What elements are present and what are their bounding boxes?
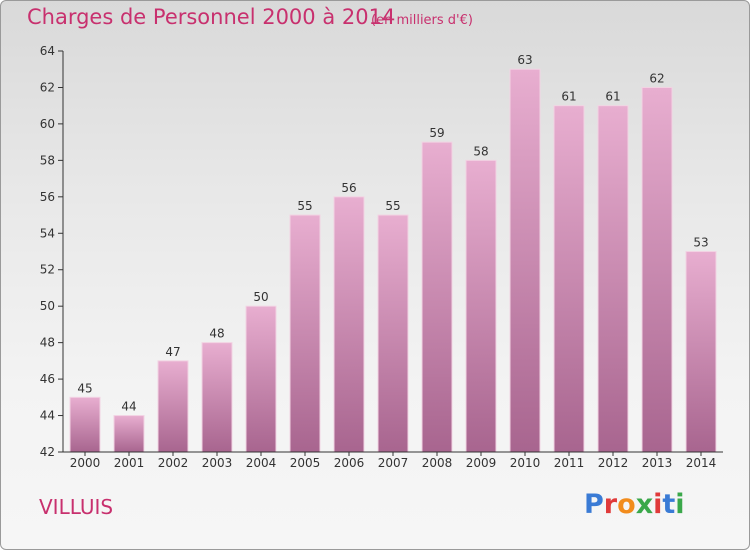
logo-letter: t <box>662 489 676 520</box>
logo-letter: r <box>603 489 618 520</box>
data-label-2002: 47 <box>165 345 180 359</box>
bar-2011[interactable] <box>553 105 585 453</box>
bar-2004[interactable] <box>245 305 277 453</box>
y-tick-label: 60 <box>40 117 55 131</box>
x-tick-label: 2014 <box>686 456 717 470</box>
data-label-2004: 50 <box>253 290 268 304</box>
data-label-2007: 55 <box>385 199 400 213</box>
y-tick-label: 56 <box>40 190 55 204</box>
proxiti-logo[interactable]: Proxiti <box>584 489 685 520</box>
x-tick-label: 2000 <box>70 456 101 470</box>
bar-2013[interactable] <box>641 86 673 453</box>
data-label-2005: 55 <box>297 199 312 213</box>
bar-2001[interactable] <box>113 415 145 453</box>
x-tick-label: 2008 <box>422 456 453 470</box>
data-label-2000: 45 <box>77 381 92 395</box>
bar-2008[interactable] <box>421 141 453 453</box>
data-label-2009: 58 <box>473 144 488 158</box>
data-label-2003: 48 <box>209 327 224 341</box>
y-tick-label: 46 <box>40 372 55 386</box>
x-tick-label: 2003 <box>202 456 233 470</box>
x-tick-label: 2013 <box>642 456 673 470</box>
logo-letter: i <box>675 489 685 520</box>
bar-2005[interactable] <box>289 214 321 453</box>
chart-unit: (en milliers d'€) <box>371 13 473 28</box>
y-tick-label: 50 <box>40 299 55 313</box>
y-tick-label: 58 <box>40 153 55 167</box>
y-tick-label: 52 <box>40 263 55 277</box>
logo-letter: o <box>617 489 636 520</box>
data-label-2010: 63 <box>517 53 532 67</box>
data-label-2011: 61 <box>561 90 576 104</box>
x-tick-label: 2005 <box>290 456 321 470</box>
y-tick-label: 44 <box>40 409 55 423</box>
bars-group: 45 44 47 48 50 55 56 55 59 58 63 61 61 62 53 <box>69 53 717 453</box>
bar-2000[interactable] <box>69 396 101 453</box>
x-tick-label: 2004 <box>246 456 277 470</box>
logo-letter: i <box>653 489 663 520</box>
city-name: VILLUIS <box>39 495 114 519</box>
y-tick-label: 48 <box>40 336 55 350</box>
y-axis: 42 44 46 48 50 52 54 56 58 60 62 64 <box>40 44 63 459</box>
x-tick-label: 2012 <box>598 456 629 470</box>
y-tick-label: 62 <box>40 80 55 94</box>
bar-2003[interactable] <box>201 342 233 453</box>
x-axis: 2000 2001 2002 2003 2004 2005 2006 2007 2008 2009… <box>70 452 717 470</box>
logo-letter: P <box>584 489 604 520</box>
bar-2007[interactable] <box>377 214 409 453</box>
x-tick-label: 2010 <box>510 456 541 470</box>
bar-2014[interactable] <box>685 251 717 453</box>
x-tick-label: 2006 <box>334 456 365 470</box>
data-label-2006: 56 <box>341 181 356 195</box>
bar-2006[interactable] <box>333 196 365 453</box>
logo-letter: x <box>635 489 654 520</box>
y-tick-label: 54 <box>40 226 55 240</box>
bar-2009[interactable] <box>465 159 497 453</box>
x-tick-label: 2007 <box>378 456 409 470</box>
x-tick-label: 2009 <box>466 456 497 470</box>
x-tick-label: 2002 <box>158 456 189 470</box>
bar-2010[interactable] <box>509 68 541 453</box>
data-label-2014: 53 <box>693 236 708 250</box>
bar-2002[interactable] <box>157 360 189 453</box>
y-tick-label: 64 <box>40 44 55 58</box>
bar-2012[interactable] <box>597 105 629 453</box>
data-label-2012: 61 <box>605 90 620 104</box>
chart-title: Charges de Personnel 2000 à 2014 <box>27 5 396 29</box>
x-tick-label: 2001 <box>114 456 145 470</box>
y-tick-label: 42 <box>40 445 55 459</box>
data-label-2001: 44 <box>121 400 136 414</box>
data-label-2013: 62 <box>649 71 664 85</box>
data-label-2008: 59 <box>429 126 444 140</box>
x-tick-label: 2011 <box>554 456 585 470</box>
